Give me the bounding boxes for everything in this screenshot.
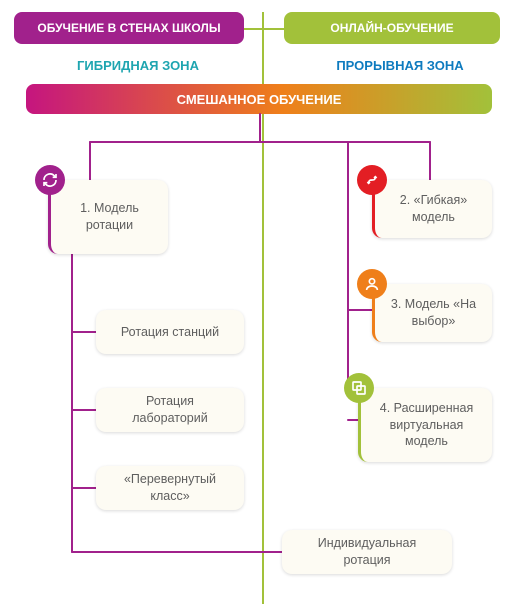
node-label: «Перевернутый класс»: [110, 471, 230, 505]
node-rotation-model: 1. Модель ротации: [48, 180, 168, 254]
squares-icon: [344, 373, 374, 403]
node-individual-rotation: Индивидуальная ротация: [282, 530, 452, 574]
refresh-icon: [35, 165, 65, 195]
node-flex-model: 2. «Гибкая» модель: [372, 180, 492, 238]
node-alacarte-model: 3. Модель «На выбор»: [372, 284, 492, 342]
node-label: 4. Расширенная виртуальная модель: [375, 400, 478, 451]
diagram-canvas: ОБУЧЕНИЕ В СТЕНАХ ШКОЛЫ ОНЛАЙН-ОБУЧЕНИЕ …: [0, 0, 521, 604]
node-label: Ротация лабораторий: [110, 393, 230, 427]
node-label: Ротация станций: [121, 324, 219, 341]
node-station-rotation: Ротация станций: [96, 310, 244, 354]
node-lab-rotation: Ротация лабораторий: [96, 388, 244, 432]
node-label: Индивидуальная ротация: [296, 535, 438, 569]
node-label: 1. Модель ротации: [65, 200, 154, 234]
arrows-icon: [357, 165, 387, 195]
node-label: 3. Модель «На выбор»: [389, 296, 478, 330]
node-flipped-classroom: «Перевернутый класс»: [96, 466, 244, 510]
person-icon: [357, 269, 387, 299]
node-enriched-virtual-model: 4. Расширенная виртуальная модель: [358, 388, 492, 462]
node-label: 2. «Гибкая» модель: [389, 192, 478, 226]
